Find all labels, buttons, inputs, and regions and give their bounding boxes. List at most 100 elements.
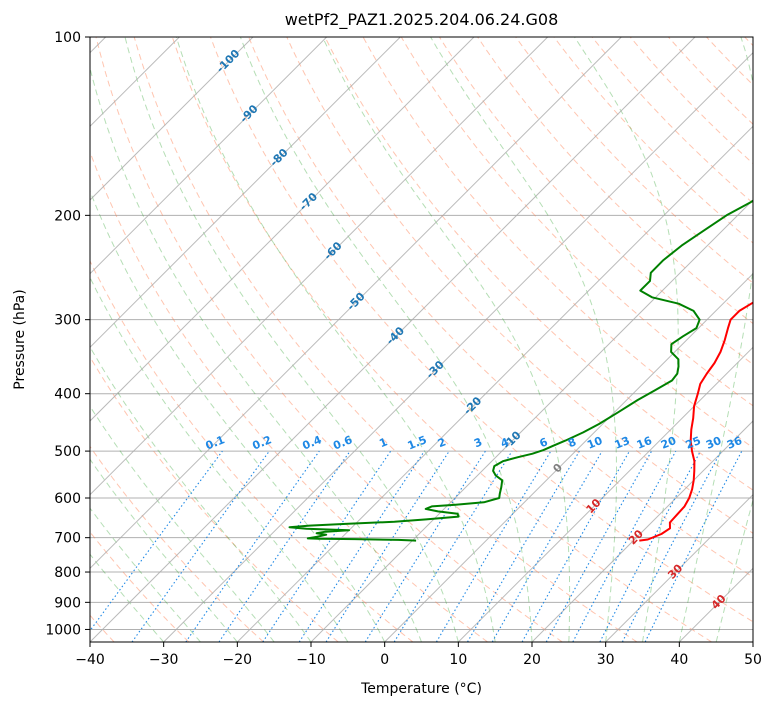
isotherm-line <box>90 37 475 422</box>
moist-adiabats <box>90 37 753 642</box>
dry-adiabat-line <box>90 356 339 642</box>
mixing-ratio-labels: 0.1 0.2 0.4 0.6 1 1.5 2 3 4 6 8 10 13 16 20 25 30 36 <box>204 433 745 452</box>
mixing-ratio-label: 3 <box>472 435 484 450</box>
y-tick-label: 500 <box>54 444 81 460</box>
moist-adiabat-line <box>430 37 617 642</box>
isotherm-line <box>90 37 696 642</box>
skewed-isotherms <box>90 37 753 642</box>
y-axis-title: Pressure (hPa) <box>12 289 28 389</box>
moist-adiabat-line <box>239 37 533 642</box>
mixing-ratio-line <box>90 450 223 632</box>
isotherm-line <box>457 346 753 642</box>
x-tick-label: −30 <box>149 652 179 668</box>
y-tick-label: 200 <box>54 208 81 224</box>
mixing-ratio-label: 16 <box>635 434 654 452</box>
y-axis: 100 200 300 400 500 600 700 800 900 1000 <box>45 30 90 638</box>
mixing-ratio-label: 13 <box>613 434 632 452</box>
x-tick-label: −10 <box>296 652 326 668</box>
x-tick-label: 10 <box>449 652 467 668</box>
moist-adiabat-line <box>322 37 571 642</box>
mixing-ratio-line <box>218 450 351 642</box>
isotherm-line <box>90 37 328 275</box>
x-axis: −40 −30 −20 −10 0 10 20 30 40 50 <box>75 642 762 668</box>
moist-adiabat-line <box>90 507 201 642</box>
mixing-ratio-line <box>572 450 677 642</box>
chart-title: wetPf2_PAZ1.2025.204.06.24.G08 <box>285 10 559 30</box>
mixing-ratio-line <box>131 450 270 642</box>
x-tick-label: 0 <box>380 652 389 668</box>
y-tick-label: 300 <box>54 313 81 329</box>
isotherm-line <box>90 37 401 349</box>
isotherm-line <box>163 51 753 642</box>
mixing-ratio-line <box>262 450 392 642</box>
isotherm-line <box>236 125 753 642</box>
dry-adiabat-line <box>171 37 712 642</box>
dry-adiabat-line <box>90 259 414 642</box>
mixing-ratio-line <box>521 450 630 642</box>
x-tick-label: 30 <box>597 652 615 668</box>
dry-adiabat-line <box>324 37 753 491</box>
mixing-ratio-line <box>545 450 653 642</box>
y-tick-label: 800 <box>54 565 81 581</box>
x-tick-label: −20 <box>223 652 253 668</box>
mixing-ratio-label: 1 <box>377 435 389 450</box>
moist-adiabat-line <box>574 37 679 642</box>
y-tick-label: 1000 <box>45 622 81 638</box>
isotherm-line <box>90 37 549 496</box>
moist-adiabat-line <box>678 37 753 642</box>
moist-adiabat-line <box>90 189 386 642</box>
plot-area: -100-90-80-70-60-50-40-30-20-10010203040… <box>90 37 753 642</box>
mixing-ratio-line <box>325 450 450 642</box>
x-tick-label: −40 <box>75 652 105 668</box>
moist-adiabat-line <box>715 498 753 642</box>
moist-adiabat-line <box>90 405 275 642</box>
mixing-ratio-line <box>185 450 320 642</box>
dry-adiabat-line <box>90 445 264 642</box>
moist-adiabat-line <box>175 37 496 642</box>
isotherm-line <box>90 37 254 201</box>
moist-adiabat-line <box>124 37 459 642</box>
temperature-profile-line <box>639 301 753 542</box>
x-axis-title: Temperature (°C) <box>360 681 482 697</box>
y-tick-label: 100 <box>54 30 81 46</box>
sounding-profiles <box>288 199 753 542</box>
x-tick-label: 20 <box>523 652 541 668</box>
x-tick-label: 50 <box>744 652 762 668</box>
mixing-ratio-label: 2 <box>436 435 448 450</box>
dry-adiabat-line <box>210 37 753 623</box>
y-tick-label: 700 <box>54 531 81 547</box>
isotherm-line <box>90 37 622 570</box>
isotherm-line <box>605 493 753 642</box>
mixing-ratio-label: 10 <box>585 434 604 452</box>
moist-adiabat-line <box>90 458 238 642</box>
x-tick-label: 40 <box>670 652 688 668</box>
pressure-gridlines <box>90 37 753 630</box>
mixing-ratio-label: 20 <box>659 434 678 452</box>
dry-adiabats <box>90 37 753 642</box>
dewpoint-profile-line <box>288 199 753 542</box>
mixing-ratio-label: 36 <box>725 434 744 452</box>
mixing-ratio-line <box>644 450 743 642</box>
mixing-ratio-line <box>298 450 425 642</box>
y-tick-label: 600 <box>54 491 81 507</box>
dry-adiabat-line <box>248 37 753 578</box>
dry-adiabat-line <box>95 37 563 642</box>
mixing-ratio-line <box>393 450 513 642</box>
mixing-ratio-lines <box>90 450 743 642</box>
moist-adiabat-line <box>90 553 165 642</box>
dry-adiabat-line <box>515 37 753 284</box>
moist-adiabat-line <box>90 65 422 642</box>
mixing-ratio-label: 30 <box>704 434 723 452</box>
moist-adiabat-line <box>90 276 349 642</box>
y-tick-label: 400 <box>54 387 81 403</box>
mixing-ratio-label: 25 <box>684 434 703 452</box>
dry-adiabat-line <box>286 37 753 534</box>
plot-frame <box>89 36 754 643</box>
isotherm-line <box>531 420 753 642</box>
y-tick-label: 900 <box>54 595 81 611</box>
mixing-ratio-label: 8 <box>566 435 578 450</box>
isotherm-line <box>384 272 753 642</box>
dry-adiabat-line <box>133 37 638 642</box>
